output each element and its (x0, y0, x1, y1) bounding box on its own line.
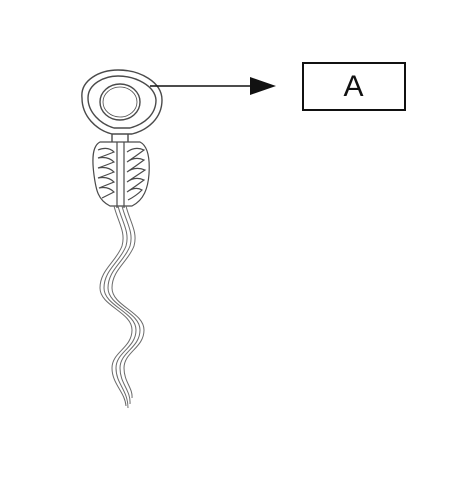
neck (111, 134, 129, 142)
tail-strand-1 (103, 205, 137, 409)
mitochondrial-spiral-right (126, 147, 147, 201)
middle-piece-outline (92, 141, 150, 207)
tail-strand-2 (107, 205, 141, 405)
label-box-a: A (302, 62, 406, 111)
sperm-head (81, 69, 163, 142)
acrosome-inner-line (87, 75, 157, 129)
tail (99, 205, 145, 409)
mitochondrial-spiral-left (97, 147, 116, 199)
nucleus (99, 83, 141, 121)
tail-strand-3 (111, 205, 145, 399)
nucleus-inner (102, 86, 138, 118)
middle-piece (92, 141, 150, 208)
arrow-head-icon (250, 77, 276, 95)
acrosome-outline (81, 69, 163, 135)
label-a-text: A (343, 69, 365, 103)
tail-strand-4 (99, 205, 133, 407)
label-arrow (150, 77, 276, 95)
